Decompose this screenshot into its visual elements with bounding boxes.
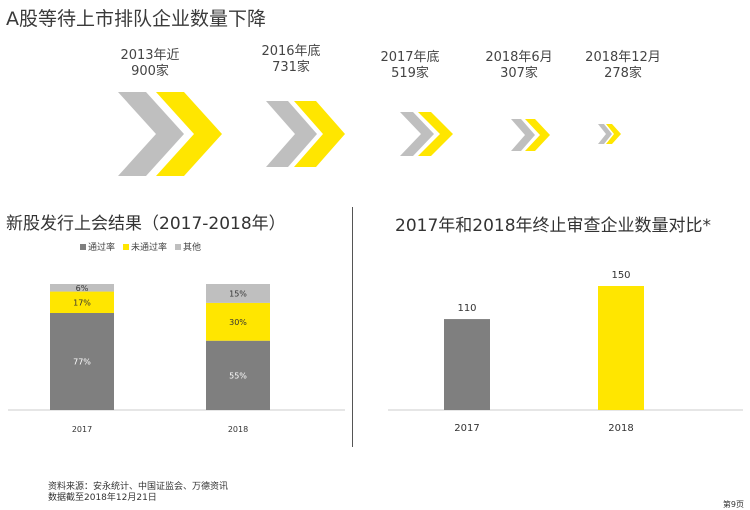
- data-label: 77%: [73, 357, 91, 366]
- chevron-pair-1-icon: [118, 92, 222, 176]
- legend-label: 未通过率: [131, 243, 168, 253]
- page-title: A股等待上市排队企业数量下降: [6, 8, 266, 30]
- data-date-line: 数据截至2018年12月21日: [48, 493, 157, 503]
- bar-segment: [50, 284, 114, 292]
- legend-swatch-icon: [175, 243, 182, 250]
- chevron-gray-icon: [118, 92, 184, 176]
- chevron-gray-icon: [511, 119, 535, 151]
- bar: [444, 319, 490, 410]
- legend-item-pass: 通过率: [80, 240, 115, 253]
- page-number: 第9页: [722, 500, 744, 509]
- chevron-pair-2-icon: [266, 101, 345, 167]
- legend-item-other: 其他: [175, 240, 201, 253]
- data-label: 110: [457, 303, 476, 314]
- step-year: 2018年12月: [585, 50, 661, 65]
- data-label: 6%: [76, 284, 89, 293]
- chevron-pair-4-icon: [511, 119, 550, 151]
- chevron-yellow-icon: [525, 119, 550, 151]
- chevron-yellow-icon: [156, 92, 222, 176]
- bar-segment: [206, 284, 270, 303]
- step-year: 2017年底: [380, 50, 440, 65]
- x-tick-label: 2018: [228, 425, 248, 434]
- source-note: 资料来源：安永统计、中国证监会、万德资讯 数据截至2018年12月21日: [48, 482, 228, 504]
- legend-label: 其他: [183, 243, 202, 253]
- data-label: 17%: [73, 298, 91, 307]
- bar-chart: 110 2017 150 2018: [388, 270, 743, 434]
- legend-swatch-icon: [123, 243, 130, 250]
- chevron-pair-5-icon: [598, 124, 621, 144]
- bar-segment: [50, 291, 114, 313]
- step-label-2: 2016年底 731家: [246, 44, 336, 76]
- step-count: 900家: [131, 64, 169, 79]
- step-year: 2016年底: [261, 44, 321, 59]
- data-label: 150: [611, 270, 630, 281]
- step-year: 2018年6月: [485, 50, 553, 65]
- chart-title-left: 新股发行上会结果（2017-2018年）: [6, 214, 286, 234]
- chevron-pair-3-icon: [400, 112, 453, 156]
- step-count: 731家: [272, 60, 310, 75]
- chevron-yellow-icon: [418, 112, 453, 156]
- bar-segment: [206, 340, 270, 410]
- bar-segment: [206, 302, 270, 341]
- step-label-4: 2018年6月 307家: [474, 50, 564, 82]
- legend: 通过率 未通过率 其他: [80, 240, 201, 253]
- step-label-3: 2017年底 519家: [365, 50, 455, 82]
- bar-segment: [50, 312, 114, 410]
- step-year: 2013年近: [120, 48, 180, 63]
- source-line: 资料来源：安永统计、中国证监会、万德资讯: [48, 482, 229, 492]
- data-label: 15%: [229, 289, 247, 298]
- x-tick-label: 2017: [454, 423, 479, 434]
- step-count: 307家: [500, 66, 538, 81]
- stacked-bar-chart: 77% 17% 6% 2017 55% 30% 15% 2018: [8, 284, 345, 434]
- step-label-1: 2013年近 900家: [105, 48, 195, 80]
- section-divider: [352, 207, 353, 447]
- chevron-gray-icon: [400, 112, 434, 156]
- chevron-gray-icon: [266, 101, 317, 167]
- step-count: 278家: [604, 66, 642, 81]
- step-count: 519家: [391, 66, 429, 81]
- chevron-gray-icon: [598, 124, 612, 144]
- legend-swatch-icon: [80, 243, 86, 250]
- chevron-yellow-icon: [294, 101, 345, 167]
- legend-label: 通过率: [88, 243, 116, 253]
- step-label-5: 2018年12月 278家: [578, 50, 668, 82]
- data-label: 55%: [229, 371, 247, 380]
- bar: [598, 286, 644, 410]
- chevron-yellow-icon: [606, 124, 621, 144]
- chevron-progression: [118, 92, 621, 176]
- x-tick-label: 2018: [608, 423, 633, 434]
- chart-title-right: 2017年和2018年终止审查企业数量对比*: [395, 216, 712, 236]
- data-label: 30%: [229, 318, 247, 327]
- legend-item-fail: 未通过率: [123, 240, 167, 253]
- x-tick-label: 2017: [72, 425, 92, 434]
